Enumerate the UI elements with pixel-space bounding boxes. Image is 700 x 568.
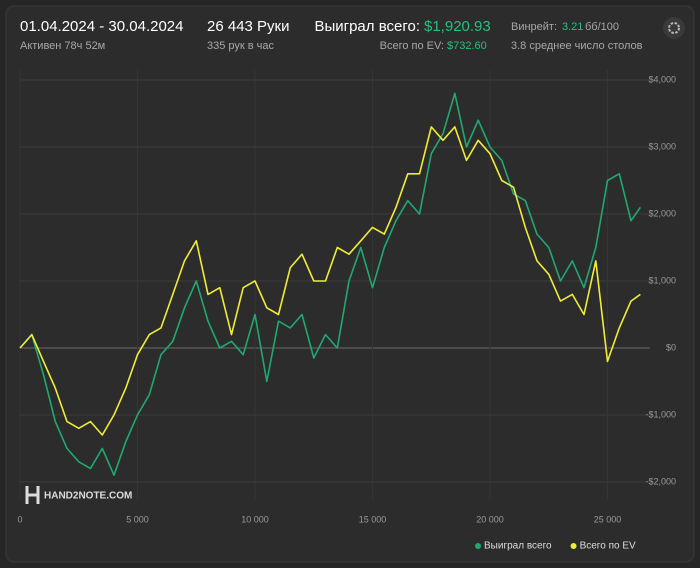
won-label: Выиграл всего: [314, 18, 420, 35]
y-tick-label: $1,000 [648, 275, 676, 285]
x-tick-label: 25 000 [594, 514, 622, 524]
plot: -$2,000 -$1,000 $0 $1,000 $2,000 $3,000 $4,000… [17, 70, 676, 552]
logo: HAND2NOTE.COM [25, 486, 132, 504]
x-tick-label: 10 000 [241, 514, 269, 524]
x-tick-label: 15 000 [359, 514, 387, 524]
y-tick-label: $3,000 [648, 141, 676, 151]
settings-bg[interactable] [663, 17, 685, 39]
series-line [19, 92, 642, 476]
ev-label: Всего по EV: [380, 40, 444, 52]
panel [5, 5, 695, 563]
y-tick-label: $0 [666, 342, 676, 352]
date-range: 01.04.2024 - 30.04.2024 [20, 18, 183, 35]
tables: 3.8 среднее число столов [511, 40, 643, 52]
legend-label: Всего по EV [580, 541, 636, 552]
logo-icon [25, 486, 40, 504]
active-time: Активен 78ч 52м [20, 40, 105, 52]
legend-label: Выиграл всего [484, 541, 552, 552]
y-tick-label: -$2,000 [645, 476, 676, 486]
winrate-unit: бб/100 [585, 21, 619, 33]
settings-button[interactable] [663, 17, 685, 39]
series-line [19, 126, 641, 436]
legend-swatch [475, 543, 481, 549]
settings-icon[interactable] [668, 22, 680, 34]
x-tick-label: 0 [17, 514, 22, 524]
winrate-label: Винрейт: [511, 21, 557, 33]
y-tick-label: -$1,000 [645, 409, 676, 419]
winrate-value: 3.21 [562, 21, 583, 33]
hands: 26 443 Руки [207, 18, 290, 35]
x-tick-label: 20 000 [476, 514, 504, 524]
x-tick-label: 5 000 [126, 514, 149, 524]
legend-swatch [570, 543, 577, 549]
y-tick-label: $4,000 [648, 74, 676, 84]
y-tick-label: $2,000 [648, 208, 676, 218]
ev-value: $732.60 [447, 40, 487, 52]
logo-text: HAND2NOTE.COM [44, 491, 132, 502]
won-value: $1,920.93 [424, 18, 491, 35]
hands-per-hour: 335 рук в час [207, 40, 275, 52]
